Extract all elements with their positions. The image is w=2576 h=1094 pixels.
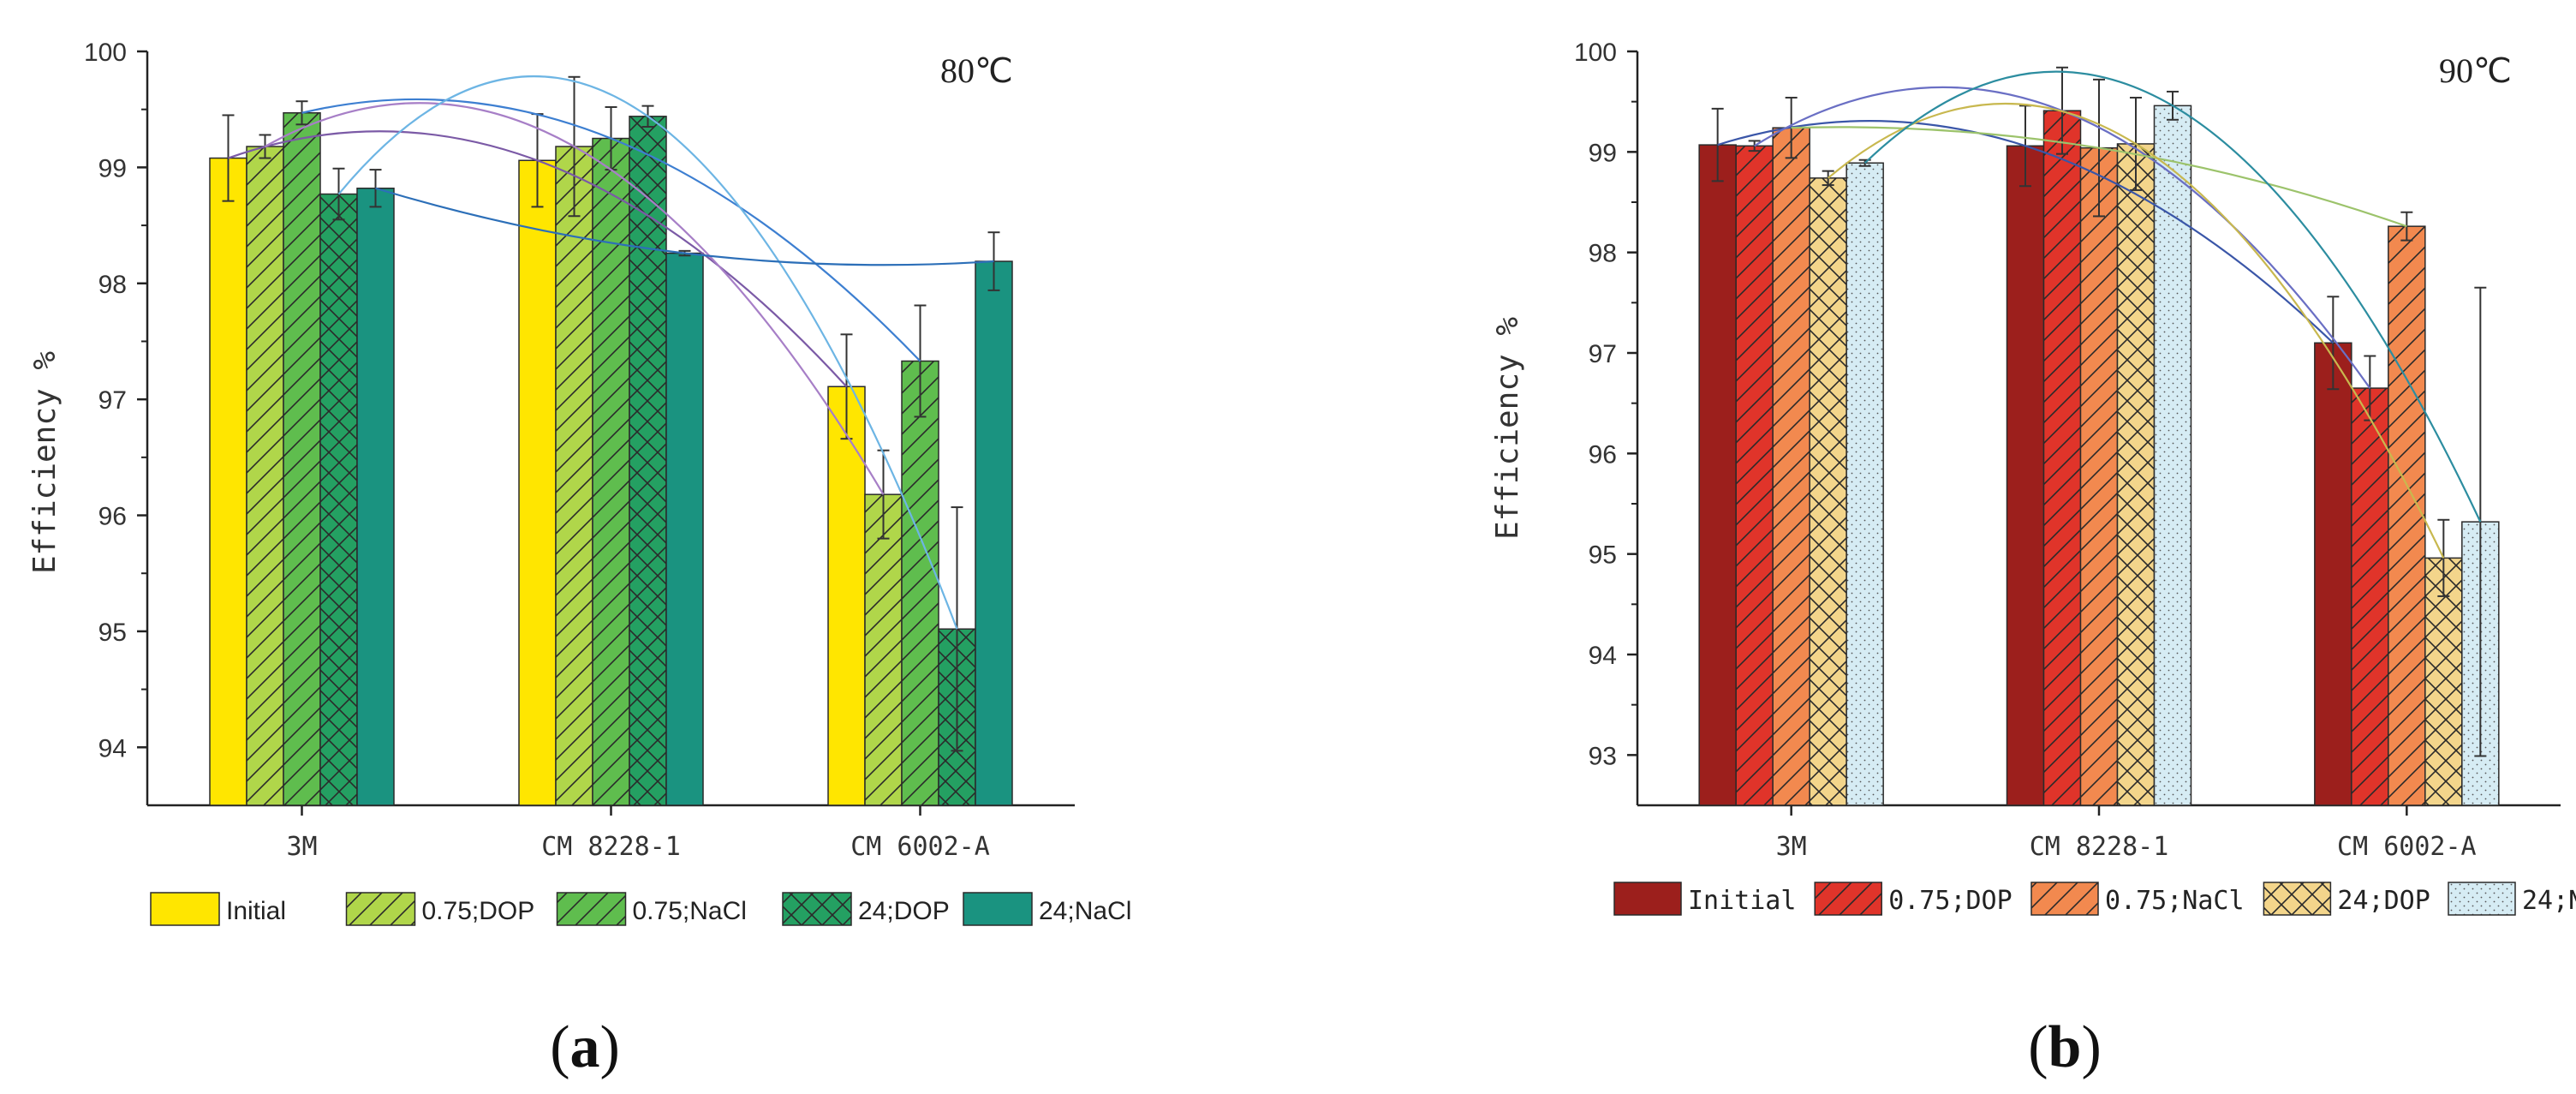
chart-b-xtick-label: 3M — [1776, 832, 1807, 862]
panel-b-close: ) — [2081, 1014, 2101, 1080]
chart-a-ytick-label: 99 — [98, 154, 127, 182]
chart-a-legend-swatch — [150, 892, 220, 926]
panel-b-letter: b — [2048, 1014, 2082, 1080]
chart-b-legend-swatch — [1814, 882, 1882, 916]
chart-b-xtick-label: CM 8228-1 — [2030, 832, 2169, 862]
chart-b-bar — [2153, 105, 2192, 806]
chart-a-legend-label: Initial — [226, 897, 286, 925]
chart-b-bar — [2388, 225, 2426, 806]
chart-b-bar — [1698, 144, 1737, 806]
chart-a-bar — [665, 252, 704, 806]
chart-a-legend-swatch — [556, 892, 627, 926]
chart-a-trend-line — [337, 75, 958, 630]
chart-a-ytick-label: 98 — [98, 271, 127, 299]
chart-b-legend-swatch — [2448, 882, 2516, 916]
chart-a-title: 80℃ — [940, 51, 1013, 90]
chart-b-bar — [1735, 145, 1774, 806]
chart-b-trend-line — [1717, 120, 2334, 344]
chart-a-ylabel: Efficiency % — [27, 351, 63, 574]
chart-b-legend-label: 0.75;NaCl — [2105, 886, 2245, 916]
chart-b-ytick-label: 100 — [1574, 39, 1617, 67]
chart-b-title: 90℃ — [2439, 51, 2512, 90]
chart-a-bar — [629, 116, 667, 806]
chart-a-legend-label: 0.75;NaCl — [633, 897, 747, 925]
panel-label-a: (a) — [550, 1014, 620, 1080]
chart-a-trend-line — [375, 187, 994, 266]
chart-b-legend: Initial 0.75;DOP 0.75;NaCl 24;DOP 24;NaCl — [1613, 882, 2576, 916]
chart-b-ytick-label: 95 — [1589, 541, 1617, 570]
chart-a-xtick-label: CM 6002-A — [850, 832, 990, 862]
chart-a-legend-swatch — [345, 892, 416, 926]
chart-b-legend-swatch — [2263, 882, 2332, 916]
chart-b-trend-line — [1863, 70, 2482, 523]
chart-a-legend-label: 24;NaCl — [1039, 897, 1131, 925]
chart-b-ytick-label: 99 — [1589, 139, 1617, 167]
chart-b-ytick-label: 93 — [1589, 742, 1617, 770]
panel-label-b: (b) — [2028, 1014, 2102, 1080]
panel-b-open: ( — [2028, 1014, 2048, 1080]
chart-a-xtick-label: 3M — [286, 832, 317, 862]
chart-a-bar — [827, 386, 866, 806]
chart-a-ytick-label: 97 — [98, 386, 127, 415]
chart-b-legend-swatch — [1613, 882, 1682, 916]
chart-b-trend-line — [1791, 126, 2407, 228]
chart-b-legend-swatch — [2030, 882, 2099, 916]
chart-a-legend-label: 24;DOP — [858, 897, 950, 925]
chart-a-bar — [975, 260, 1013, 806]
chart-a-ytick-label: 94 — [98, 734, 127, 762]
svg-text:(a): (a) — [550, 1014, 620, 1080]
chart-a-bar — [592, 137, 630, 806]
chart-b-legend-label: 24;DOP — [2337, 886, 2430, 916]
chart-a-bar — [283, 112, 321, 806]
chart-a-xtick-label: CM 8228-1 — [541, 832, 681, 862]
chart-b-legend-label: 24;NaCl — [2522, 886, 2576, 916]
chart-a-bar — [864, 493, 903, 806]
chart-a-bar — [246, 146, 284, 806]
svg-text:(b): (b) — [2028, 1014, 2102, 1080]
chart-b-bar — [1772, 127, 1810, 806]
chart-b-ytick-label: 96 — [1589, 440, 1617, 469]
chart-a-trend-line — [264, 102, 885, 495]
chart-a-legend-label: 0.75;DOP — [422, 897, 535, 925]
panel-a-close: ) — [600, 1014, 620, 1080]
chart-b-ytick-label: 94 — [1589, 642, 1617, 670]
chart-b-bar — [2351, 387, 2389, 806]
chart-a-trend-line — [228, 130, 848, 388]
chart-b: 90℃ Efficiency % 93 94 95 96 97 98 99 100 3M CM 8… — [1490, 39, 2576, 916]
chart-a-bar — [901, 360, 939, 806]
chart-a-bar — [356, 188, 395, 806]
chart-a-bar — [209, 157, 247, 806]
chart-a-bar — [555, 146, 593, 806]
chart-a-legend-swatch — [963, 892, 1033, 926]
chart-b-legend-label: 0.75;DOP — [1888, 886, 2012, 916]
chart-a-bar — [518, 159, 557, 806]
chart-b-trend-line — [1827, 102, 2445, 559]
chart-b-ytick-label: 98 — [1589, 240, 1617, 268]
chart-b-ytick-label: 97 — [1589, 340, 1617, 368]
chart-b-bar — [2006, 145, 2045, 806]
chart-a: 80℃ Efficiency % 94 95 96 97 98 99 100 3M CM 822… — [27, 39, 1131, 926]
panel-a-open: ( — [550, 1014, 569, 1080]
chart-a-trend-line — [301, 98, 921, 362]
chart-b-bar — [1846, 162, 1884, 806]
chart-b-ylabel: Efficiency % — [1490, 317, 1525, 540]
chart-a-ytick-label: 100 — [84, 39, 127, 67]
chart-a-ytick-label: 95 — [98, 619, 127, 647]
chart-a-legend-swatch — [782, 892, 852, 926]
chart-b-bar — [2116, 143, 2156, 806]
chart-b-bar — [2042, 110, 2082, 806]
panel-a-letter: a — [570, 1014, 600, 1080]
chart-b-bar — [1809, 177, 1847, 806]
chart-a-bar — [319, 193, 358, 806]
chart-b-bar — [2314, 342, 2352, 806]
chart-b-xtick-label: CM 6002-A — [2337, 832, 2477, 862]
chart-b-bar — [2079, 146, 2119, 806]
chart-b-legend-label: Initial — [1688, 886, 1796, 916]
chart-a-ytick-label: 96 — [98, 503, 127, 531]
chart-a-legend: Initial 0.75;DOP 0.75;NaCl 24;DOP 24;NaCl — [150, 892, 1131, 926]
